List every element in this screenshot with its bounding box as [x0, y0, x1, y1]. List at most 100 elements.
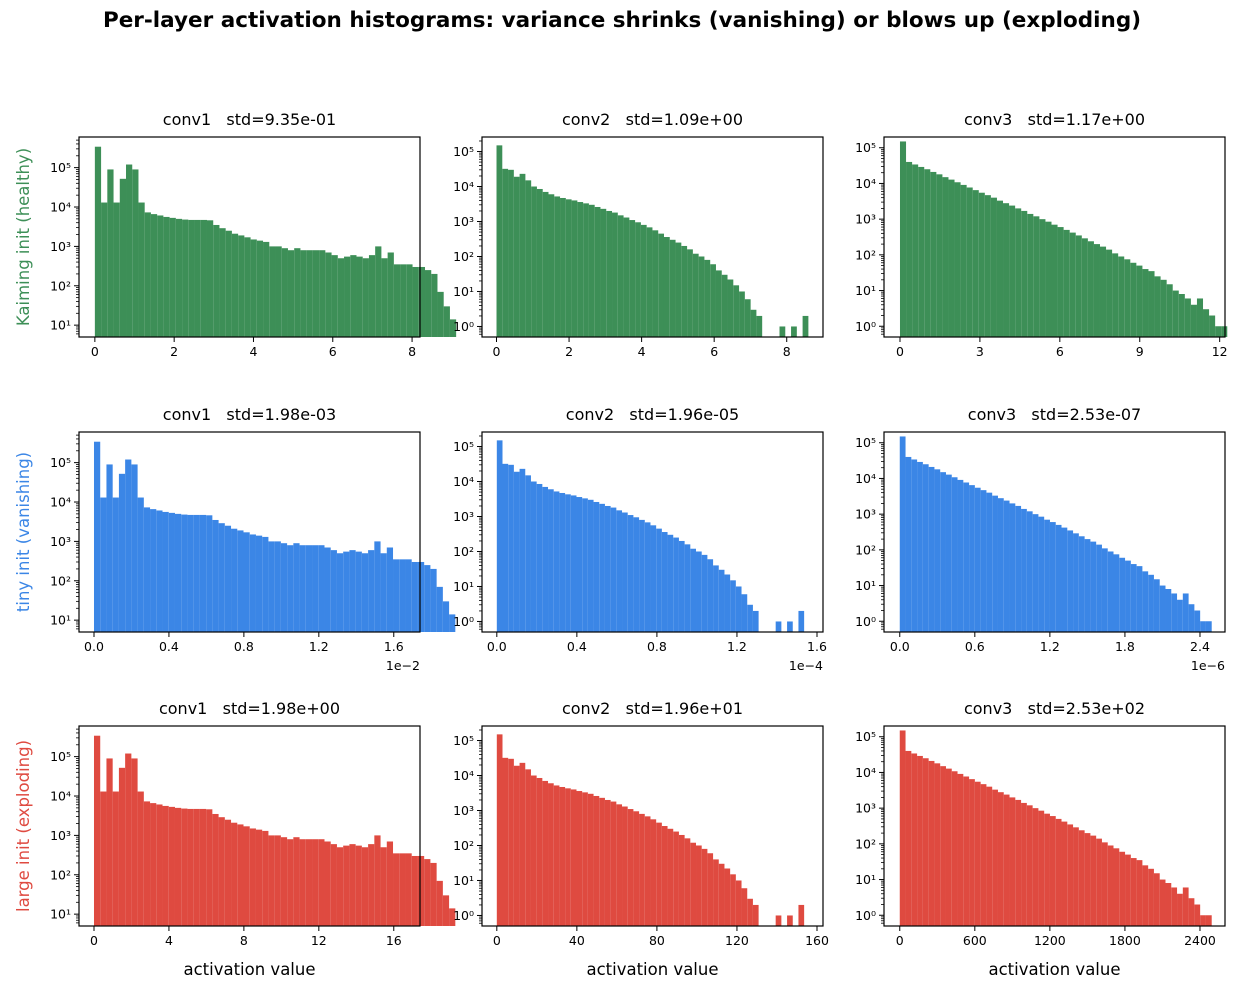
histogram-bar	[1203, 309, 1210, 337]
histogram-bar	[713, 565, 719, 632]
histogram-bar	[405, 853, 412, 926]
histogram-bar	[735, 880, 742, 926]
histogram-bar	[305, 545, 313, 632]
histogram-bar	[337, 258, 345, 337]
histogram-bar	[698, 256, 705, 337]
histogram-bar	[1051, 224, 1058, 337]
histogram-bar	[156, 510, 163, 632]
histogram-bar	[502, 168, 509, 337]
histogram-bar	[118, 473, 126, 632]
histogram-bar	[349, 550, 356, 632]
x-tick-label: 0	[90, 933, 98, 948]
histogram-bar	[684, 544, 691, 632]
histogram-bar	[1124, 259, 1131, 337]
histogram-bar	[150, 214, 158, 337]
histogram-bar	[1015, 208, 1022, 337]
histogram-bar	[1205, 621, 1212, 632]
histogram-bar	[496, 440, 503, 632]
y-tick-label: 10⁰	[855, 908, 876, 923]
y-tick-label: 10⁵	[453, 439, 474, 454]
histogram-bar	[715, 270, 722, 337]
histogram-bar	[650, 525, 657, 632]
y-tick-label: 10¹	[453, 873, 474, 888]
x-tick-label: 16	[386, 933, 402, 948]
histogram-bar	[727, 279, 734, 337]
histogram-bar	[244, 237, 251, 337]
histogram-bar	[661, 532, 668, 632]
histogram-bar	[187, 808, 194, 926]
histogram-bar	[112, 497, 119, 632]
histogram-bar	[644, 522, 651, 632]
histogram-bar	[143, 507, 151, 632]
histogram-bar	[775, 621, 782, 632]
histogram-bar	[368, 550, 375, 632]
histogram-bar	[553, 491, 560, 632]
y-tick-label: 10⁴	[50, 200, 71, 215]
histogram-bar	[262, 536, 269, 632]
histogram-bar	[945, 768, 952, 926]
histogram-bar	[940, 472, 946, 632]
histogram-bar	[93, 441, 101, 632]
x-tick-label: 1800	[1109, 933, 1141, 948]
histogram-bar	[219, 228, 226, 337]
histogram-bar	[963, 776, 970, 926]
histogram-bar	[986, 492, 993, 632]
histogram-bar	[1119, 557, 1126, 632]
histogram-bar	[673, 537, 679, 632]
histogram-bar	[899, 436, 906, 632]
histogram-bar	[633, 811, 640, 926]
histogram-bar	[182, 219, 189, 337]
histogram-bar	[690, 548, 696, 632]
histogram-bar	[791, 326, 797, 337]
histogram-bar	[710, 264, 716, 337]
histogram-bar	[1039, 219, 1046, 337]
panel-title: conv2 std=1.96e+01	[562, 699, 743, 718]
histogram-bar	[918, 166, 925, 337]
histogram-bar	[752, 904, 759, 926]
histogram-bar	[349, 844, 356, 926]
histogram-bar	[430, 568, 437, 632]
histogram-bar	[112, 791, 119, 926]
histogram-bar	[922, 758, 929, 926]
histogram-bar	[1101, 842, 1108, 926]
histogram-bar	[387, 252, 394, 337]
histogram-bar	[548, 194, 555, 337]
x-tick-label: 0	[91, 344, 99, 359]
histogram-bar	[934, 469, 941, 632]
histogram-bar	[424, 859, 431, 926]
y-tick-label: 10²	[50, 867, 71, 882]
histogram-bar	[963, 482, 970, 632]
histogram-bar	[565, 199, 572, 337]
x-tick-label: 0.8	[234, 639, 254, 654]
histogram-bar	[1003, 203, 1010, 337]
histogram-bar	[536, 777, 543, 926]
x-offset-label: 1e−2	[386, 658, 420, 673]
histogram-bar	[588, 204, 595, 337]
histogram-bar	[393, 264, 401, 337]
histogram-bar	[274, 835, 281, 926]
axes-frame	[481, 136, 824, 338]
y-tick-label: 10⁴	[855, 176, 876, 191]
histogram-bar	[673, 831, 679, 926]
histogram-bar	[951, 477, 958, 632]
histogram-bar	[425, 270, 432, 337]
y-tick-label: 10²	[855, 836, 876, 851]
x-tick-label: 0	[896, 933, 904, 948]
histogram-bar	[957, 479, 964, 632]
x-tick-label: 0.8	[647, 639, 667, 654]
histogram-bar	[779, 326, 786, 337]
x-offset-label: 1e−4	[789, 658, 823, 673]
histogram-bar	[336, 847, 344, 926]
histogram-bar	[974, 487, 981, 632]
histogram-bar	[669, 239, 676, 337]
histogram-bar	[1061, 527, 1068, 632]
histogram-bar	[612, 212, 618, 337]
histogram-bar	[1196, 298, 1204, 337]
histogram-bar	[319, 250, 326, 337]
x-tick-label: 0	[493, 344, 501, 359]
histogram-bar	[137, 791, 144, 926]
histogram-bar	[912, 164, 919, 337]
histogram-bar	[992, 495, 998, 632]
axes-frame	[883, 431, 1226, 633]
x-tick-label: 6	[329, 344, 337, 359]
